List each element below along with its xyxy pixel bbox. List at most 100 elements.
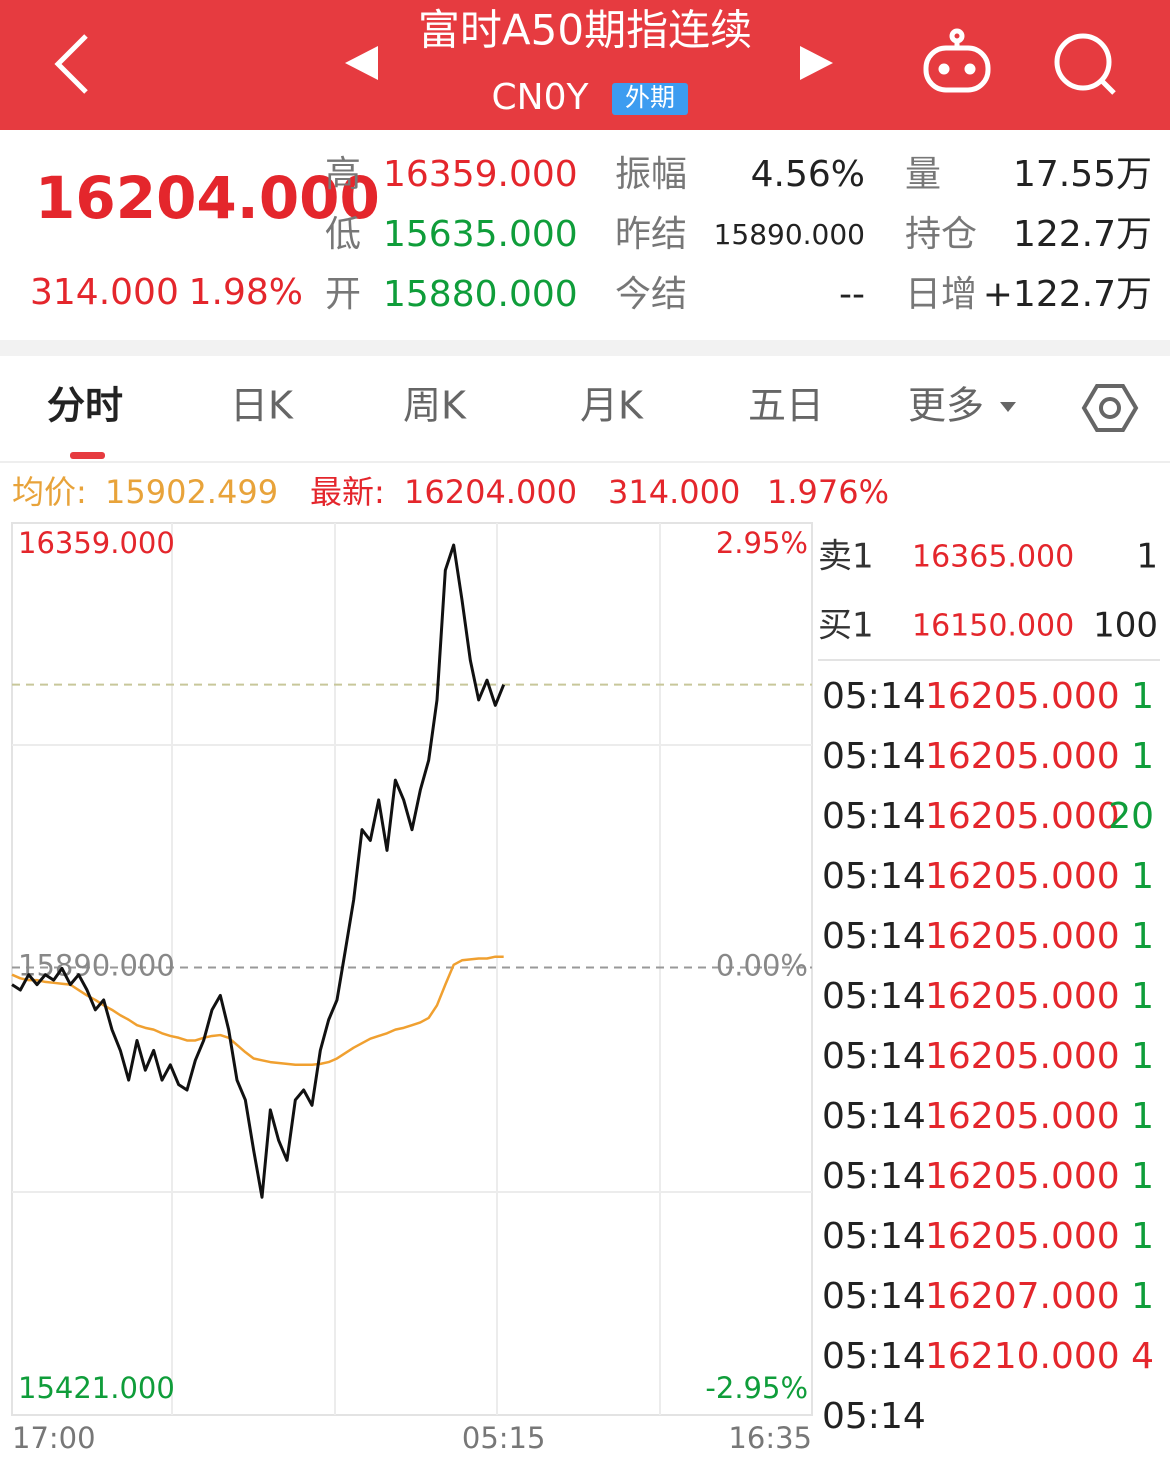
series-line	[11, 543, 506, 1199]
trade-volume: 1	[1131, 736, 1154, 777]
x-tick-label: 05:15	[462, 1421, 546, 1455]
price: 16204.000	[35, 164, 380, 232]
book-volume: 100	[1093, 606, 1158, 646]
y2-tick-label: 2.95%	[716, 526, 808, 560]
trade-time: 05:14	[822, 1156, 926, 1197]
badge	[612, 83, 688, 115]
field-value: 122.7万	[1013, 214, 1152, 255]
tab[interactable]: 分时	[47, 384, 123, 428]
y-tick-label: 16359.000	[18, 526, 175, 560]
change: 314.000	[30, 272, 179, 313]
trade-time: 05:14	[822, 676, 926, 717]
field-value: 4.56%	[751, 154, 865, 195]
trade-time: 05:14	[822, 976, 926, 1017]
y-tick-label: 15421.000	[18, 1371, 175, 1405]
tab[interactable]: 月K	[580, 384, 644, 428]
field-value: 15880.000	[383, 274, 578, 315]
field-value: 17.55万	[1013, 154, 1152, 195]
tab[interactable]: 五日	[748, 384, 824, 428]
trade-volume: 1	[1131, 916, 1154, 957]
x-tick-label: 17:00	[12, 1421, 96, 1455]
trade-price: 16205.000	[925, 976, 1120, 1017]
trade-time: 05:14	[822, 1036, 926, 1077]
latest-label: 最新:	[310, 473, 385, 511]
trade-volume: 1	[1131, 976, 1154, 1017]
code: CN0Y	[492, 77, 590, 118]
back-button[interactable]	[54, 34, 88, 94]
field-value: --	[839, 274, 865, 315]
trade-time: 05:14	[822, 916, 926, 957]
trade-price: 16205.000	[925, 676, 1120, 717]
y2-tick-label: -2.95%	[705, 1371, 808, 1405]
trade-volume: 20	[1108, 796, 1154, 837]
field-label: 日增	[905, 274, 977, 315]
avg-label: 均价:	[12, 473, 87, 511]
tab[interactable]: 更多	[908, 384, 984, 428]
trade-time: 05:14	[822, 1216, 926, 1257]
book-price: 16365.000	[912, 540, 1074, 575]
settings-icon[interactable]	[1081, 384, 1139, 432]
field-label: 开	[325, 274, 361, 315]
tab[interactable]: 日K	[230, 384, 294, 428]
robot-icon[interactable]	[923, 28, 991, 93]
trade-price: 16205.000	[925, 736, 1120, 777]
trade-volume: 1	[1131, 1156, 1154, 1197]
trade-time: 05:14	[822, 736, 926, 777]
x-tick-label: 16:35	[728, 1421, 812, 1455]
trade-time: 05:14	[822, 1276, 926, 1317]
trade-time: 05:14	[822, 856, 926, 897]
latest-value: 16204.000	[404, 473, 577, 511]
trade-price: 16205.000	[925, 1036, 1120, 1077]
trade-volume: 1	[1131, 1036, 1154, 1077]
change-pct: 1.98%	[189, 272, 303, 313]
field-value: +122.7万	[983, 274, 1152, 315]
y2-tick-label: 0.00%	[716, 949, 808, 983]
trade-volume: 1	[1131, 1216, 1154, 1257]
latest-pct: 1.976%	[767, 473, 889, 511]
prev-button[interactable]	[345, 46, 378, 80]
book-price: 16150.000	[912, 609, 1074, 644]
trade-volume: 1	[1131, 856, 1154, 897]
series-line	[11, 955, 504, 1067]
trade-volume: 1	[1131, 1276, 1154, 1317]
trade-time: 05:14	[822, 1096, 926, 1137]
field-label: 量	[905, 154, 941, 195]
tab[interactable]: 周K	[403, 384, 467, 428]
more-caret[interactable]	[1000, 402, 1016, 412]
book-volume: 1	[1136, 537, 1158, 577]
trade-price: 16205.000	[925, 796, 1120, 837]
field-label: 振幅	[615, 154, 687, 195]
chart-frame	[11, 522, 813, 1416]
tab-indicator	[70, 452, 105, 459]
search-icon[interactable]	[1054, 33, 1116, 95]
field-value: 15635.000	[383, 214, 578, 255]
avg-value: 15902.499	[105, 473, 278, 511]
field-label: 昨结	[615, 214, 687, 255]
trade-volume: 1	[1131, 1096, 1154, 1137]
book-side: 卖1	[818, 537, 874, 577]
trade-time: 05:14	[822, 796, 926, 837]
field-label: 持仓	[905, 214, 977, 255]
trade-price: 16205.000	[925, 916, 1120, 957]
trade-price: 16207.000	[925, 1276, 1120, 1317]
field-label: 今结	[615, 274, 687, 315]
book-side: 买1	[818, 606, 874, 646]
trade-time: 05:14	[822, 1336, 926, 1377]
divider	[0, 340, 1170, 356]
next-button[interactable]	[800, 46, 833, 80]
field-value: 15890.000	[714, 218, 865, 251]
badge-text: 外期	[625, 83, 675, 112]
header-bar	[0, 0, 1170, 130]
trade-price: 16205.000	[925, 856, 1120, 897]
latest-change: 314.000	[608, 473, 740, 511]
trade-price: 16210.000	[925, 1336, 1120, 1377]
trade-price: 16205.000	[925, 1096, 1120, 1137]
chart-grid	[12, 523, 812, 1415]
trade-price: 16205.000	[925, 1156, 1120, 1197]
field-value: 16359.000	[383, 154, 578, 195]
title: 富时A50期指连续	[418, 6, 752, 55]
trade-price: 16205.000	[925, 1216, 1120, 1257]
field-label: 高	[325, 154, 361, 195]
